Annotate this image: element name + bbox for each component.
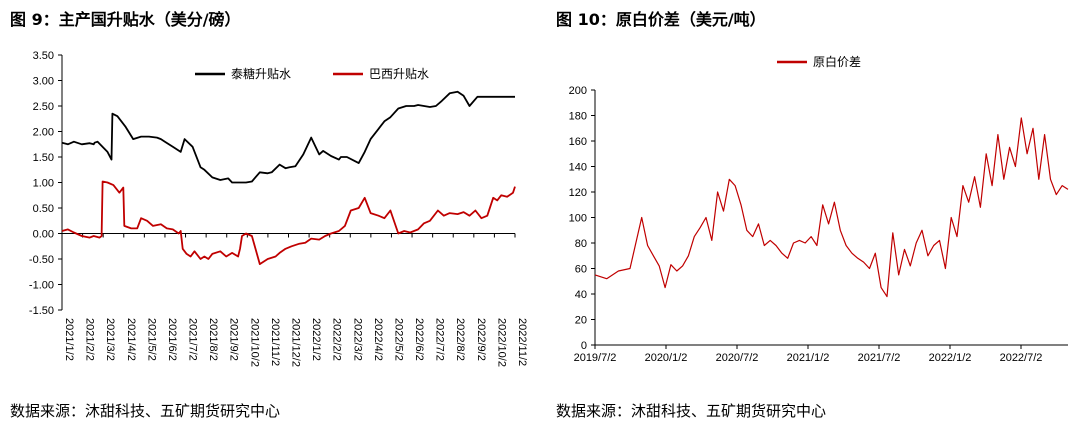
x-tick-label: 2021/4/2 [125,318,137,361]
x-tick-label: 2022/11/2 [516,318,528,366]
x-tick-label: 2021/7/2 [858,352,901,364]
x-tick-label: 2021/10/2 [248,318,260,367]
x-tick-label: 2022/7/2 [434,318,446,361]
y-tick-label: 2.00 [33,127,54,139]
y-tick-label: 3.00 [33,76,54,88]
y-tick-label: 180 [569,111,587,123]
x-tick-label: 2021/7/2 [187,318,199,361]
x-tick-label: 2021/3/2 [104,318,116,361]
legend-label: 泰糖升贴水 [231,66,291,81]
x-tick-label: 2022/5/2 [392,318,404,361]
x-tick-label: 2021/1/2 [787,352,830,364]
y-tick-label: 0.50 [33,203,54,215]
x-tick-label: 2021/6/2 [166,318,178,361]
y-tick-label: 140 [569,162,587,174]
y-tick-label: 40 [575,289,587,301]
x-tick-label: 2022/2/2 [331,318,343,361]
x-tick-label: 2022/3/2 [351,318,363,361]
x-tick-label: 2022/10/2 [495,318,507,367]
y-tick-label: 1.50 [33,152,54,164]
y-tick-label: -0.50 [29,254,54,266]
y-tick-label: 0.00 [33,229,54,241]
y-tick-label: 200 [569,85,587,97]
x-tick-label: 2020/1/2 [645,352,688,364]
x-tick-label: 2021/8/2 [207,318,219,361]
legend-label: 巴西升贴水 [369,67,429,81]
chart2-source: 数据来源：沐甜科技、五矿期货研究中心 [556,402,827,420]
x-tick-label: 2022/4/2 [372,318,384,361]
x-tick-label: 2022/6/2 [413,318,425,361]
x-tick-label: 2021/2/2 [84,318,96,361]
chart2-title: 图 10：原白价差（美元/吨） [556,10,766,29]
y-tick-label: 120 [569,187,587,199]
x-tick-label: 2022/8/2 [454,318,466,361]
series-line-1 [61,90,515,184]
x-tick-label: 2022/1/2 [929,352,972,364]
chart1-plot: 3.50 3.00 2.50 2.00 1.50 1.00 0.50 0.00 -0.50 -1.… [29,50,528,367]
y-tick-label: 1.00 [33,178,54,190]
x-tick-label: 2022/9/2 [475,318,487,361]
y-tick-label: 160 [569,136,587,148]
x-tick-label: 2021/12/2 [290,318,302,367]
x-tick-label: 2021/5/2 [145,318,157,361]
y-tick-label: 60 [575,264,587,276]
x-tick-label: 2021/11/2 [269,318,281,366]
y-tick-label: 0 [581,340,587,352]
x-tick-label: 2021/1/2 [63,318,75,361]
chart1-title: 图 9：主产国升贴水（美分/磅） [10,10,241,29]
x-tick-label: 2022/7/2 [1000,352,1043,364]
y-tick-label: -1.00 [29,280,54,292]
x-tick-label: 2020/7/2 [716,352,759,364]
y-tick-label: 3.50 [33,50,54,62]
legend-label: 原白价差 [813,54,861,69]
y-tick-label: 100 [569,213,587,225]
series-line-1 [594,117,1069,298]
y-tick-label: -1.50 [29,305,54,317]
chart1-source: 数据来源：沐甜科技、五矿期货研究中心 [10,402,281,420]
series-line-2 [61,180,516,266]
y-tick-label: 2.50 [33,101,54,113]
x-tick-label: 2019/7/2 [574,352,617,364]
y-tick-label: 20 [575,315,587,327]
x-tick-label: 2021/9/2 [228,318,240,361]
y-tick-label: 80 [575,238,587,250]
x-tick-label: 2022/1/2 [310,318,322,361]
